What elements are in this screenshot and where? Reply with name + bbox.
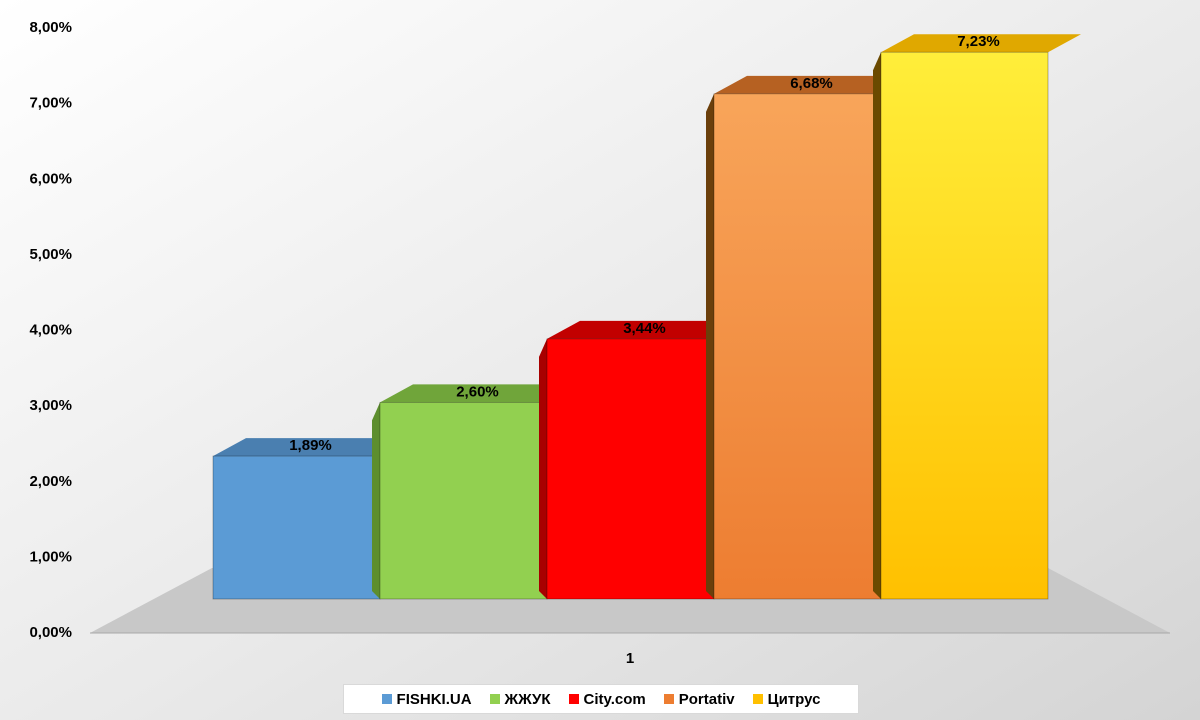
data-label: 1,89% [289,437,332,454]
bar [706,75,914,600]
bars [212,34,1081,600]
bar-top-face [380,384,580,403]
legend-item-zhzhuk: ЖЖУК [489,690,551,708]
bar-top-face [714,75,914,94]
bar-front-face [212,455,381,600]
data-label: 3,44% [623,320,666,337]
legend-item-citrus: Цитрус [752,690,821,708]
bar [212,438,413,600]
legend-item-portativ: Portativ [663,690,735,708]
legend-label: City.com [583,690,646,708]
y-tick-label: 2,00% [29,473,72,490]
legend-swatch [568,694,579,704]
legend-swatch [489,694,500,704]
category-label: 1 [626,650,634,667]
y-tick-label: 3,00% [29,397,72,414]
data-labels: 1,89% 2,60% 3,44% 6,68% 7,23% [289,33,1000,454]
data-label: 2,60% [456,383,499,400]
bar-front-face [880,51,1049,600]
y-tick-label: 8,00% [29,19,72,36]
legend-label: Portativ [678,690,735,708]
y-tick-label: 7,00% [29,95,72,112]
y-tick-label: 0,00% [29,624,72,641]
bar-front-face [546,338,715,600]
legend-swatch [752,694,763,704]
legend-swatch [381,694,392,704]
y-tick-label: 5,00% [29,246,72,263]
bar-side-face [706,93,714,599]
bar-top-face [547,320,747,339]
legend-label: FISHKI.UA [396,690,472,708]
bar-side-face [873,52,881,599]
y-tick-label: 6,00% [29,170,72,187]
bar-top-face [881,34,1081,53]
bar [539,320,747,600]
legend-item-city: City.com [568,690,646,708]
bar-front-face [379,401,548,600]
legend-swatch [663,694,674,704]
data-label: 6,68% [790,75,833,92]
y-tick-label: 1,00% [29,548,72,565]
legend-item-fishki: FISHKI.UA [381,690,472,708]
bar-side-face [539,338,547,599]
bar-side-face [372,402,380,599]
y-axis: 0,00% 1,00% 2,00% 3,00% 4,00% 5,00% 6,00% 7,00%… [29,19,72,641]
bar-front-face [713,93,882,600]
bar [873,34,1081,600]
bar [372,384,580,600]
data-label: 7,23% [957,33,1000,50]
bar-top-face [213,438,413,457]
legend: FISHKI.UA ЖЖУК City.com Portativ Цитрус [343,684,859,714]
legend-label: Цитрус [767,690,821,708]
y-tick-label: 4,00% [29,322,72,339]
legend-label: ЖЖУК [504,690,551,708]
